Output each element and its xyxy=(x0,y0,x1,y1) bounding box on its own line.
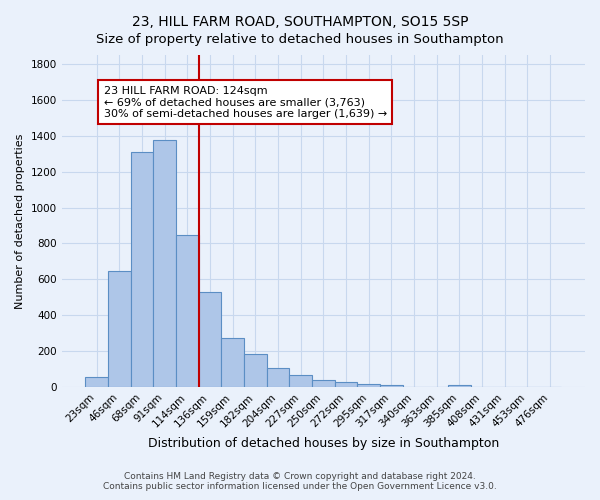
Bar xyxy=(448,385,470,387)
Text: 23 HILL FARM ROAD: 124sqm
← 69% of detached houses are smaller (3,763)
30% of se: 23 HILL FARM ROAD: 124sqm ← 69% of detac… xyxy=(104,86,387,118)
Bar xyxy=(244,354,266,387)
Bar xyxy=(289,376,312,387)
Bar xyxy=(380,385,403,387)
Bar xyxy=(176,236,199,387)
Text: Contains HM Land Registry data © Crown copyright and database right 2024.
Contai: Contains HM Land Registry data © Crown c… xyxy=(103,472,497,491)
Bar xyxy=(358,384,380,387)
Bar xyxy=(199,292,221,387)
Bar xyxy=(85,377,108,387)
Bar xyxy=(266,368,289,387)
Text: Size of property relative to detached houses in Southampton: Size of property relative to detached ho… xyxy=(96,32,504,46)
Bar xyxy=(221,338,244,387)
Bar xyxy=(335,382,358,387)
Bar xyxy=(154,140,176,387)
Y-axis label: Number of detached properties: Number of detached properties xyxy=(15,134,25,308)
Bar xyxy=(312,380,335,387)
Text: 23, HILL FARM ROAD, SOUTHAMPTON, SO15 5SP: 23, HILL FARM ROAD, SOUTHAMPTON, SO15 5S… xyxy=(132,15,468,29)
Bar xyxy=(108,271,131,387)
Bar xyxy=(131,152,154,387)
X-axis label: Distribution of detached houses by size in Southampton: Distribution of detached houses by size … xyxy=(148,437,499,450)
